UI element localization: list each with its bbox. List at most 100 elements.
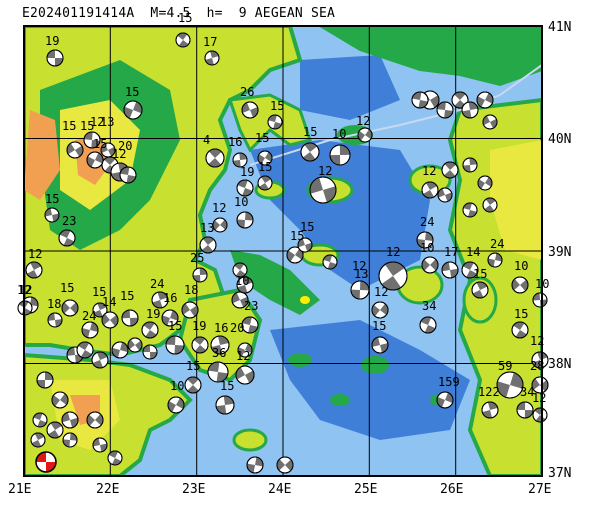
depth-label: 16 [228, 135, 242, 149]
depth-label: 12 [112, 147, 126, 161]
compressional-quadrant [454, 92, 466, 108]
focal-mechanism-outline [462, 157, 478, 173]
depth-label: 12 [422, 164, 436, 178]
compressional-quadrant [246, 457, 263, 473]
focal-mechanism-outline [476, 91, 494, 109]
focal-mechanism-outline [421, 256, 439, 274]
focal-mechanism-outline [111, 341, 129, 359]
depth-label: 24 [82, 309, 96, 323]
compressional-quadrant [101, 143, 115, 157]
compressional-quadrant [235, 367, 255, 383]
depth-label: 15 [125, 85, 139, 99]
focal-mechanism-outline [212, 217, 228, 233]
compressional-quadrant [298, 238, 312, 252]
depth-label: 15 [473, 267, 487, 281]
depth-label: 15 [258, 160, 272, 174]
depth-label: 15 [372, 319, 386, 333]
focal-mechanism-outline [461, 101, 479, 119]
depth-label: 20 [118, 139, 132, 153]
focal-mechanism-outline [421, 181, 439, 199]
compressional-quadrant [51, 393, 69, 407]
lat-label-40n: 40N [548, 132, 572, 147]
compressional-quadrant [211, 336, 229, 354]
depth-label: 28 [530, 359, 544, 373]
depth-label: 34 [520, 385, 534, 399]
depth-label: 12 [18, 283, 32, 297]
depth-label: 15 [120, 289, 134, 303]
lon-label-26e: 26E [440, 482, 464, 497]
depth-label: 20 [230, 321, 244, 335]
focal-mechanism-outline [92, 302, 108, 318]
focal-mechanism-outline [357, 127, 373, 143]
compressional-quadrant [237, 212, 254, 228]
depth-label: 14 [466, 245, 480, 259]
compressional-quadrant [177, 32, 189, 48]
compressional-quadrant [143, 322, 157, 338]
compressional-quadrant [93, 303, 107, 318]
compressional-quadrant [63, 433, 77, 447]
focal-mechanism-outline [416, 231, 434, 249]
focal-mechanism-outline [322, 254, 338, 270]
focal-mechanism-outline [462, 202, 478, 218]
compressional-quadrant [462, 262, 478, 278]
focal-mechanism-outline [51, 391, 69, 409]
focal-mechanism-outline [141, 321, 159, 339]
compressional-quadrant [420, 317, 436, 334]
compressional-quadrant [483, 115, 497, 129]
depth-label: 15 [93, 137, 107, 151]
lon-label-21e: 21E [8, 482, 32, 497]
depth-label: 15 [168, 319, 182, 333]
compressional-quadrant [477, 92, 494, 108]
compressional-quadrant [438, 188, 452, 202]
focal-mechanism-outline [441, 161, 459, 179]
depth-label: 10 [514, 259, 528, 273]
focal-mechanism-outline [151, 291, 169, 309]
compressional-quadrant [78, 341, 92, 358]
compressional-quadrant [463, 202, 477, 217]
focal-mechanism-outline [257, 150, 273, 166]
deep-sea-basin [300, 55, 400, 120]
compressional-quadrant [61, 302, 79, 314]
compressional-quadrant [259, 176, 271, 190]
focal-mechanism-outline [231, 291, 249, 309]
compressional-quadrant [205, 50, 219, 65]
compressional-quadrant [120, 167, 136, 183]
compressional-quadrant [372, 337, 388, 353]
compressional-quadrant [358, 129, 372, 141]
evia [230, 250, 320, 315]
depth-label: 19 [146, 307, 160, 321]
compressional-quadrant [287, 248, 303, 262]
depth-label: 12 [532, 391, 546, 405]
depth-label: 10 [420, 241, 434, 255]
compressional-quadrant [47, 50, 63, 66]
compressional-quadrant [18, 301, 32, 315]
depth-label: 12 [90, 115, 104, 129]
focal-mechanism-outline [204, 50, 220, 66]
compressional-quadrant [472, 282, 488, 299]
focal-mechanism-outline [44, 207, 60, 223]
depth-label: 122 [478, 385, 500, 399]
focal-mechanism-outline [241, 101, 259, 119]
compressional-quadrant [237, 179, 253, 197]
depth-label: 23 [244, 299, 258, 313]
compressional-quadrant [258, 151, 272, 165]
depth-label: 15 [178, 11, 192, 25]
focal-mechanism-outline [36, 371, 54, 389]
focal-mechanism-outline [482, 114, 498, 130]
focal-mechanism-outline [66, 141, 84, 159]
compressional-quadrant [532, 378, 548, 392]
compressional-quadrant [67, 143, 83, 157]
focal-mechanism-outline [47, 312, 63, 328]
compressional-quadrant [381, 261, 405, 291]
focal-mechanism-outline [25, 261, 43, 279]
depth-label: 25 [190, 251, 204, 265]
depth-label: 13 [200, 221, 214, 235]
depth-label: 15 [514, 307, 528, 321]
depth-label: 17 [444, 245, 458, 259]
compressional-quadrant [193, 336, 207, 353]
focal-mechanism-outline [236, 276, 254, 294]
focal-mechanism-outline [267, 114, 283, 130]
depth-label: 15 [60, 281, 74, 295]
